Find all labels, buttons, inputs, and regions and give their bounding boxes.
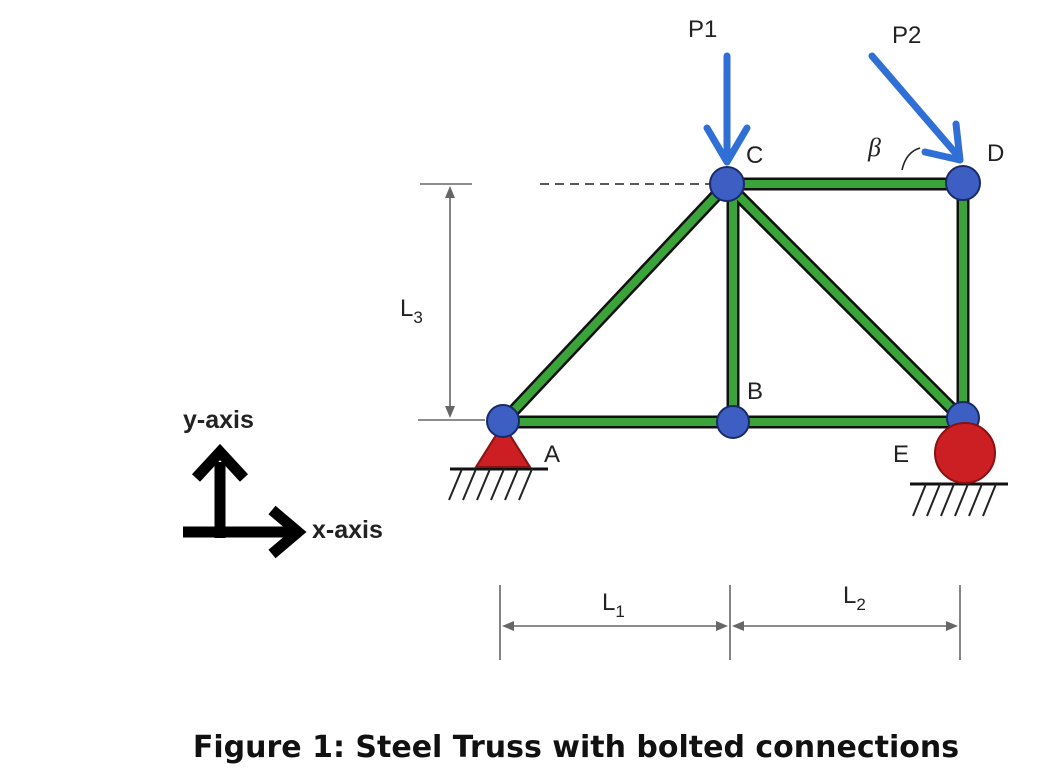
dimension-l3-label: L xyxy=(400,295,413,322)
dimension-l3: L3 xyxy=(400,183,485,421)
load-label-p1: P1 xyxy=(688,16,717,43)
joint-c xyxy=(709,166,745,202)
dimension-l1-label: L xyxy=(602,589,615,616)
member-ce xyxy=(724,181,966,423)
x-axis-label: x-axis xyxy=(312,516,383,544)
member-ac xyxy=(500,181,730,425)
dimension-l1-l2 xyxy=(499,585,961,660)
joint-label-e: E xyxy=(893,441,909,468)
svg-text:L2: L2 xyxy=(843,582,866,614)
joint-label-c: C xyxy=(746,142,763,169)
load-arrow-p2 xyxy=(868,52,964,164)
joint-label-a: A xyxy=(544,441,560,468)
angle-label-beta: β xyxy=(867,133,881,162)
dimension-l1-subscript: 1 xyxy=(615,602,624,621)
load-label-p2: P2 xyxy=(892,22,921,49)
dimension-l3-subscript: 3 xyxy=(413,308,422,327)
axes-icon xyxy=(183,443,307,559)
truss-members xyxy=(498,177,970,429)
svg-text:L1: L1 xyxy=(602,589,625,621)
joint-label-d: D xyxy=(987,140,1004,167)
angle-arc xyxy=(901,147,921,171)
dimension-l2-label: L xyxy=(843,582,856,609)
joint-a xyxy=(486,404,520,438)
figure-caption: Figure 1: Steel Truss with bolted connec… xyxy=(193,730,959,765)
pin-support-a xyxy=(448,422,548,501)
load-arrow-p1 xyxy=(703,52,751,166)
svg-text:L3: L3 xyxy=(400,295,423,327)
y-axis-label: y-axis xyxy=(183,406,254,434)
roller-support-e xyxy=(910,482,1008,517)
dimension-l2-subscript: 2 xyxy=(856,595,865,614)
roller-wheel xyxy=(934,422,996,484)
joint-d xyxy=(945,165,981,201)
joint-label-b: B xyxy=(747,378,763,405)
joint-b xyxy=(716,405,750,439)
